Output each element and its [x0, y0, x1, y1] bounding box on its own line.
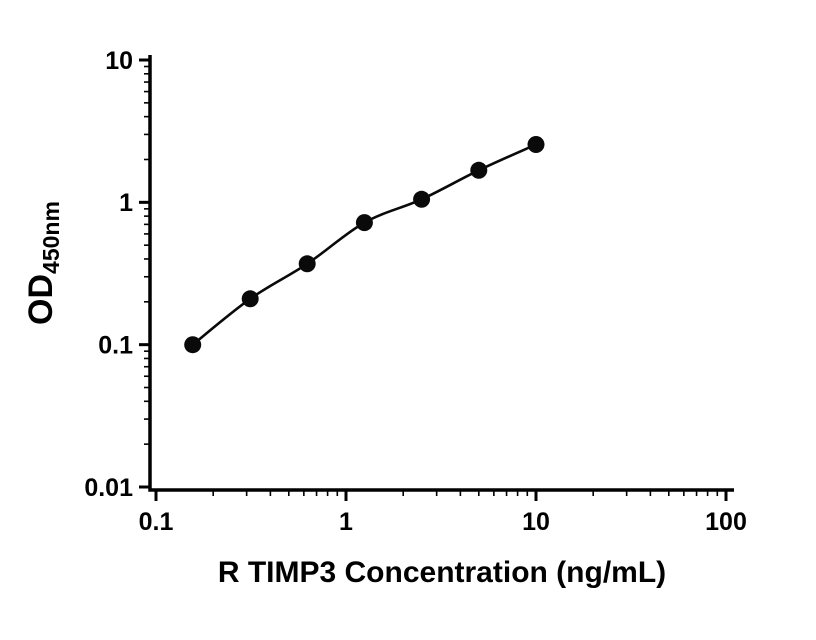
x-tick-label: 0.1: [139, 508, 174, 536]
data-point: [355, 214, 373, 232]
data-point: [527, 136, 545, 153]
x-tick-label: 1: [339, 508, 353, 536]
x-tick-label: 10: [522, 508, 550, 536]
data-point: [298, 255, 316, 273]
data-point: [470, 161, 488, 179]
y-tick-label: 0.01: [84, 474, 133, 502]
major-ticks: [139, 58, 728, 501]
x-tick-label: 100: [705, 508, 747, 536]
data-points-group: [184, 136, 545, 354]
x-axis-title: R TIMP3 Concentration (ng/mL): [218, 556, 666, 589]
axes: [148, 55, 734, 492]
y-tick-label: 0.1: [98, 331, 133, 359]
data-point: [413, 190, 431, 208]
axis-line: [148, 55, 734, 492]
minor-ticks: [144, 65, 719, 496]
y-tick-label: 10: [105, 47, 133, 75]
y-tick-label: 1: [119, 189, 133, 217]
data-point: [241, 290, 259, 308]
y-axis-title: OD450nm: [22, 201, 64, 325]
data-point: [184, 336, 202, 354]
